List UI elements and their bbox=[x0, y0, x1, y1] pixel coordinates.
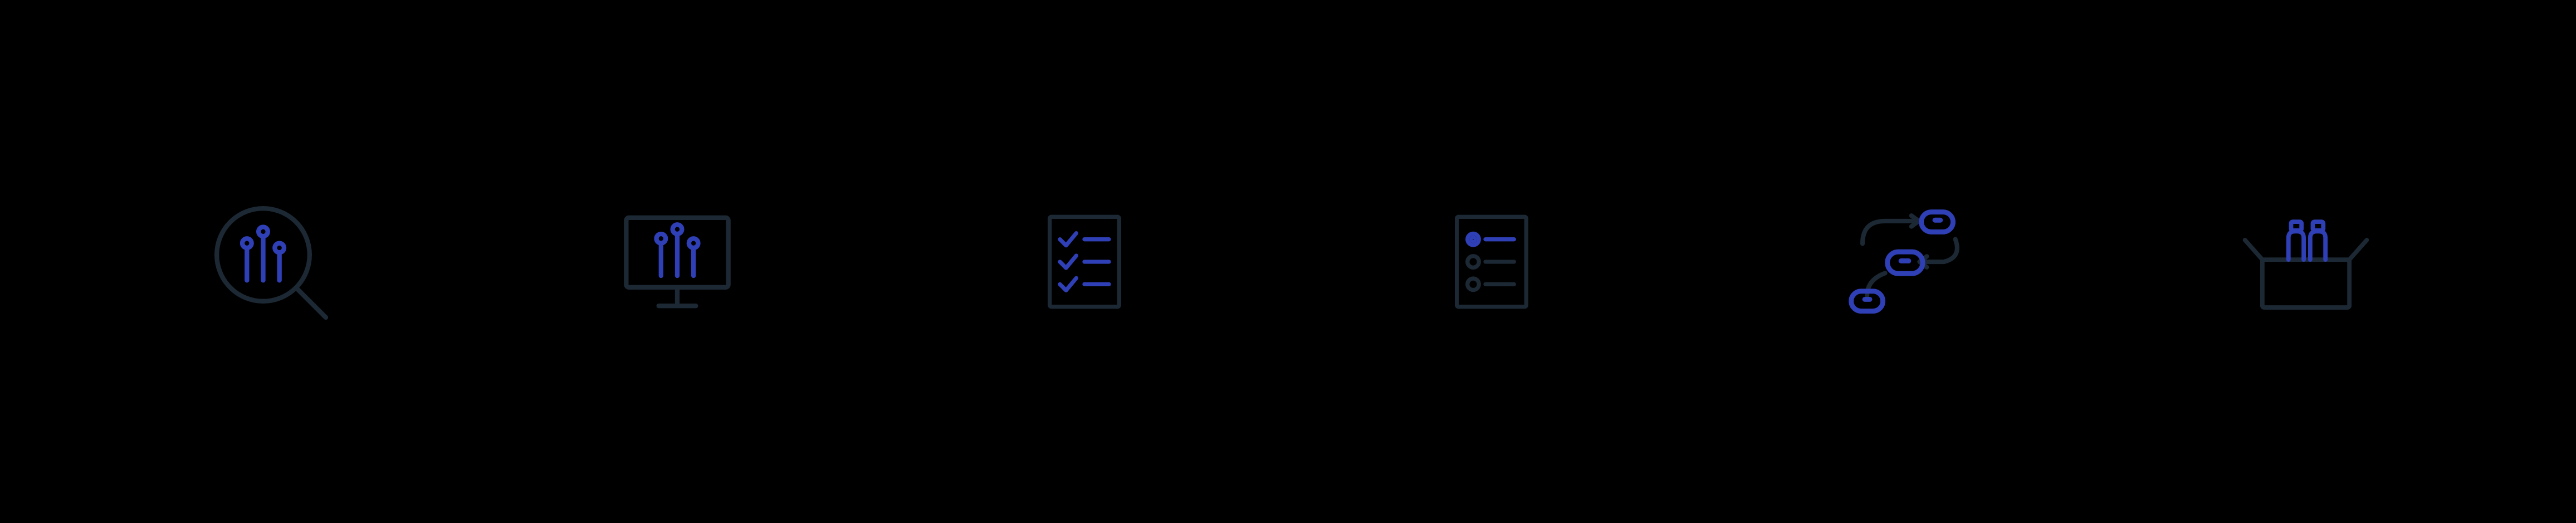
icon-cell bbox=[2102, 192, 2509, 331]
icon-cell bbox=[1288, 201, 1695, 323]
workflow-nodes-icon bbox=[1826, 189, 1971, 334]
magnifier-sliders-icon bbox=[201, 192, 340, 331]
icon-cell bbox=[881, 201, 1288, 323]
monitor-sliders-icon bbox=[608, 192, 747, 331]
icon-cell bbox=[67, 192, 474, 331]
open-box-bottles-icon bbox=[2236, 192, 2375, 331]
icon-row bbox=[0, 0, 2576, 523]
icon-cell bbox=[474, 192, 881, 331]
icon-cell bbox=[1695, 189, 2102, 334]
radio-list-document-icon bbox=[1430, 201, 1553, 323]
checklist-document-icon bbox=[1023, 201, 1146, 323]
